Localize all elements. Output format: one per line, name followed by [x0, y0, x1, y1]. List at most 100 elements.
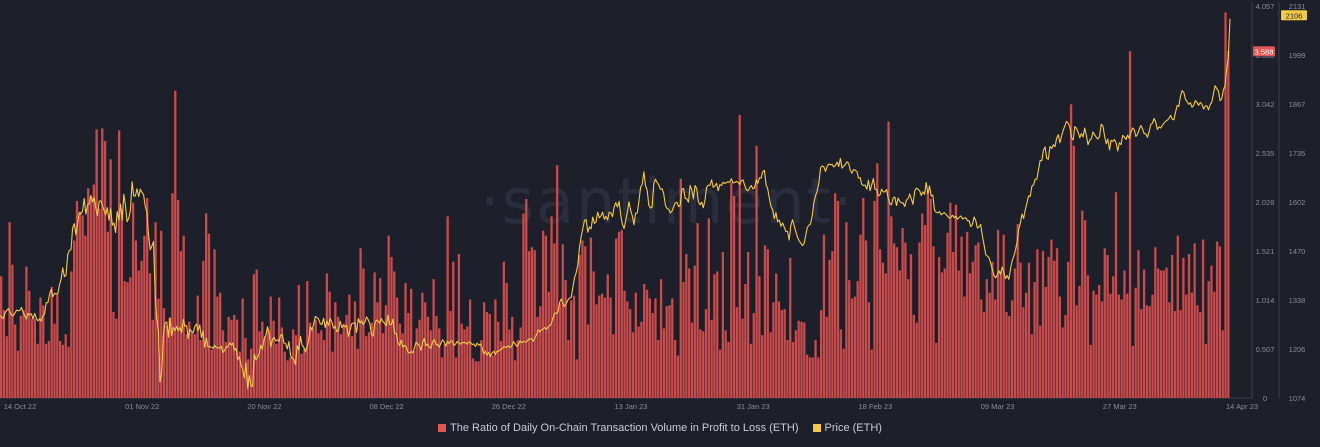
- ratio-bar: [14, 324, 17, 398]
- ratio-bar: [75, 200, 79, 398]
- ratio-bar: [814, 340, 817, 398]
- ratio-bar: [1041, 251, 1045, 398]
- ratio-bar: [67, 346, 70, 398]
- ratio-bar: [685, 254, 688, 398]
- ratio-bar: [1067, 261, 1070, 398]
- ratio-bar: [584, 246, 587, 398]
- ratio-bar: [1030, 334, 1033, 398]
- ratio-bar: [303, 347, 306, 398]
- ratio-bar: [724, 330, 727, 398]
- ratio-bar: [1215, 241, 1219, 398]
- ratio-bar: [401, 333, 404, 398]
- ratio-bar: [446, 216, 449, 398]
- ratio-bar: [690, 322, 694, 398]
- legend-swatch-ratio: [438, 424, 447, 432]
- ratio-bar: [1221, 330, 1224, 398]
- ratio-bar: [1100, 301, 1104, 398]
- ratio-bar: [325, 273, 329, 398]
- ratio-bar: [780, 310, 783, 398]
- ratio-bar: [808, 357, 812, 398]
- ratio-bar: [1159, 270, 1163, 398]
- ratio-bar: [64, 334, 67, 398]
- ratio-bar: [999, 271, 1003, 398]
- ratio-bar: [1061, 327, 1064, 398]
- ratio-bar: [1173, 311, 1177, 398]
- ratio-bar: [1047, 256, 1050, 398]
- legend-item-ratio[interactable]: The Ratio of Daily On-Chain Transaction …: [438, 422, 799, 434]
- ratio-bar: [615, 238, 618, 398]
- ratio-bar: [84, 235, 87, 398]
- ratio-bar: [294, 335, 298, 398]
- price-axis-tick: 1999: [1289, 51, 1306, 60]
- ratio-bar: [1078, 285, 1081, 398]
- ratio-bar: [280, 327, 284, 398]
- ratio-bar: [28, 290, 31, 398]
- ratio-bar: [912, 314, 915, 398]
- ratio-bar: [718, 349, 722, 398]
- ratio-bar: [151, 319, 154, 398]
- ratio-axis-tick: 2.535: [1256, 149, 1275, 158]
- ratio-bar: [640, 321, 643, 398]
- ratio-bar: [1103, 248, 1106, 398]
- ratio-bar: [429, 330, 432, 398]
- ratio-bar: [471, 358, 475, 398]
- legend-item-price[interactable]: Price (ETH): [812, 422, 882, 434]
- ratio-bar: [238, 351, 241, 398]
- ratio-bar: [651, 312, 654, 398]
- ratio-bar: [1027, 262, 1031, 398]
- ratio-bar: [263, 336, 267, 398]
- ratio-bar: [480, 340, 483, 398]
- ratio-bar: [985, 279, 988, 398]
- ratio-bar: [786, 340, 789, 398]
- ratio-bar: [519, 327, 522, 398]
- ratio-bar: [1109, 293, 1112, 398]
- ratio-bar: [749, 343, 753, 398]
- ratio-bar: [58, 340, 62, 398]
- ratio-bar: [721, 252, 725, 398]
- ratio-bar: [115, 318, 118, 398]
- ratio-bar: [665, 306, 668, 398]
- ratio-bar: [348, 294, 351, 398]
- ratio-bar: [1058, 296, 1061, 398]
- ratio-bar: [617, 231, 621, 398]
- ratio-bar: [230, 319, 233, 398]
- ratio-bar: [586, 324, 590, 398]
- ratio-bar: [1025, 292, 1028, 398]
- ratio-bar: [190, 332, 194, 398]
- ratio-bar: [179, 251, 183, 398]
- ratio-bar: [1064, 314, 1067, 398]
- ratio-bar: [233, 314, 236, 398]
- ratio-bar: [893, 243, 896, 398]
- ratio-bar: [884, 273, 887, 398]
- ratio-bar: [1126, 293, 1129, 398]
- ratio-bar: [272, 320, 275, 398]
- ratio-bar: [452, 261, 455, 398]
- ratio-bar: [146, 197, 149, 398]
- ratio-bar: [148, 273, 152, 398]
- ratio-bar: [1083, 220, 1087, 398]
- ratio-bar: [95, 129, 98, 398]
- ratio-bar: [648, 298, 651, 398]
- ratio-bar: [527, 251, 531, 398]
- ratio-bar: [707, 218, 710, 398]
- ratio-bar: [407, 312, 410, 398]
- ratio-bar: [334, 302, 337, 398]
- x-tick-label: 20 Nov 22: [247, 402, 281, 411]
- ratio-bar: [483, 302, 486, 398]
- ratio-bar: [671, 298, 674, 398]
- ratio-bar: [381, 333, 385, 398]
- ratio-axis-tick: 0: [1263, 394, 1267, 403]
- ratio-bar: [440, 357, 444, 398]
- ratio-bar: [907, 279, 910, 398]
- ratio-bar: [36, 343, 39, 398]
- ratio-bar: [890, 216, 893, 398]
- ratio-bar: [525, 198, 528, 398]
- ratio-bar: [805, 354, 809, 398]
- ratio-bar: [1176, 235, 1179, 398]
- ratio-bar: [370, 322, 373, 398]
- ratio-bar: [123, 281, 126, 398]
- ratio-bar: [578, 255, 581, 398]
- ratio-bar: [1081, 210, 1084, 398]
- x-tick-label: 08 Dec 22: [369, 402, 403, 411]
- ratio-bar: [595, 304, 598, 398]
